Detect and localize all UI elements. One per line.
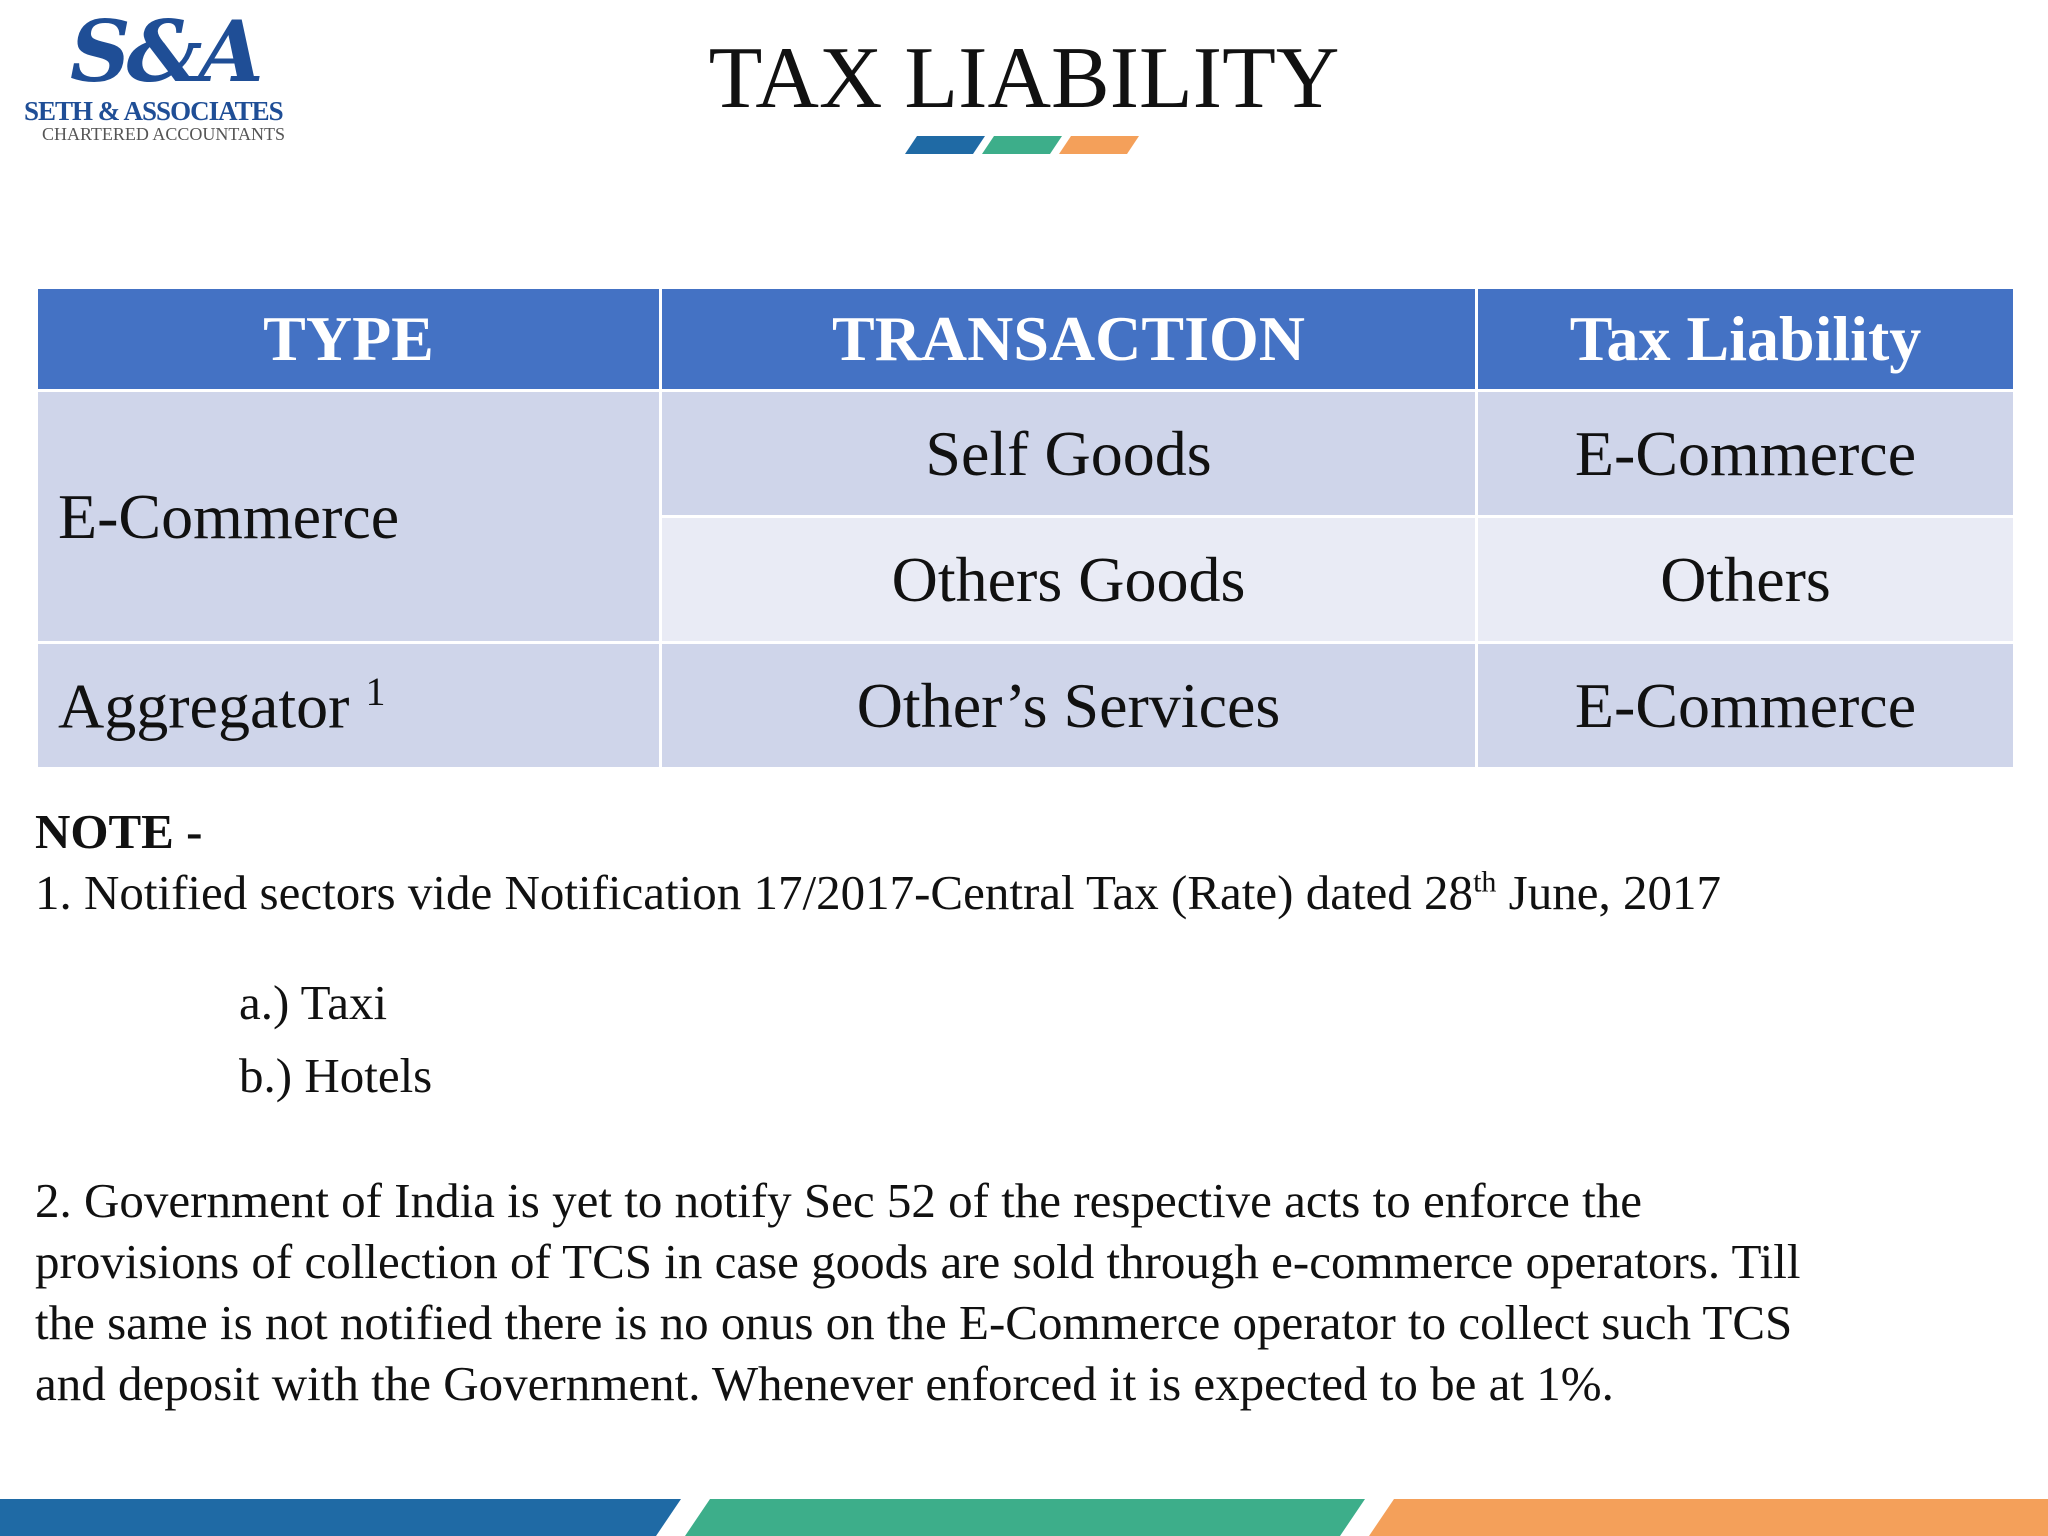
note-text: June, 2017 xyxy=(1496,865,1721,920)
tax-table: TYPE TRANSACTION Tax Liability E-Commerc… xyxy=(35,286,2016,770)
transaction-cell: Others Goods xyxy=(659,515,1478,644)
footer-bars xyxy=(0,1499,2048,1536)
transaction-cell: Other’s Services xyxy=(659,641,1478,770)
slide-title: TAX LIABILITY xyxy=(708,30,1340,127)
firm-subtitle: CHARTERED ACCOUNTANTS xyxy=(42,124,285,144)
firm-name: SETH & ASSOCIATES xyxy=(24,96,284,126)
title-underline xyxy=(905,136,1139,154)
column-header: Tax Liability xyxy=(1475,286,2016,392)
note-line: provisions of collection of TCS in case … xyxy=(35,1234,1801,1289)
transaction-cell: Self Goods xyxy=(659,389,1478,518)
liability-cell: Others xyxy=(1475,515,2016,644)
column-header: TRANSACTION xyxy=(659,286,1478,392)
note-heading: NOTE - xyxy=(35,804,203,859)
note-line: and deposit with the Government. Wheneve… xyxy=(35,1356,1614,1411)
note-1: 1. Notified sectors vide Notification 17… xyxy=(35,864,1721,921)
liability-cell: E-Commerce xyxy=(1475,641,2016,770)
type-text: E-Commerce xyxy=(58,480,400,552)
note-text: 1. Notified sectors vide Notification 17… xyxy=(35,865,1474,920)
footnote-ref: 1 xyxy=(365,668,386,714)
note-item: b.) Hotels xyxy=(239,1048,433,1103)
type-cell: Aggregator 1 xyxy=(35,641,662,770)
type-cell: E-Commerce xyxy=(35,389,662,644)
column-header: TYPE xyxy=(35,286,662,392)
logo-mark: S&A xyxy=(70,2,264,101)
note-item: a.) Taxi xyxy=(239,975,388,1030)
note-sup: th xyxy=(1473,865,1497,899)
note-line: the same is not notified there is no onu… xyxy=(35,1295,1793,1350)
liability-cell: E-Commerce xyxy=(1475,389,2016,518)
type-text: Aggregator xyxy=(58,670,350,742)
note-line: 2. Government of India is yet to notify … xyxy=(35,1173,1642,1228)
note-2: 2. Government of India is yet to notify … xyxy=(35,1170,1801,1414)
